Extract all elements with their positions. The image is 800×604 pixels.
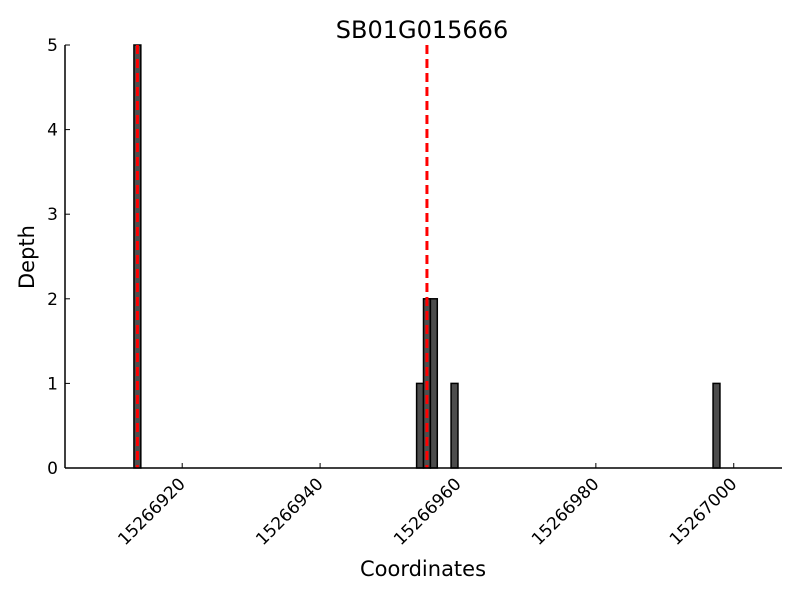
y-tick-label: 4 [47, 121, 58, 141]
y-axis-label: Depth [15, 225, 39, 289]
bar [450, 382, 459, 469]
y-tick-label: 2 [47, 290, 58, 310]
x-tick-label: 15266920 [114, 474, 189, 549]
y-tick-label: 5 [47, 36, 58, 56]
y-tick-label: 1 [47, 374, 58, 394]
chart-title: SB01G015666 [336, 16, 508, 44]
x-tick-label: 15267000 [666, 474, 741, 549]
x-tick-label: 15266980 [528, 474, 603, 549]
x-tick-label: 15266940 [252, 474, 327, 549]
x-axis-label: Coordinates [360, 557, 486, 581]
bar [429, 298, 439, 469]
y-tick-label: 0 [47, 459, 58, 479]
x-tick-label: 15266960 [390, 474, 465, 549]
bar [712, 382, 721, 469]
y-tick-label: 3 [47, 205, 58, 225]
bar [415, 382, 425, 469]
